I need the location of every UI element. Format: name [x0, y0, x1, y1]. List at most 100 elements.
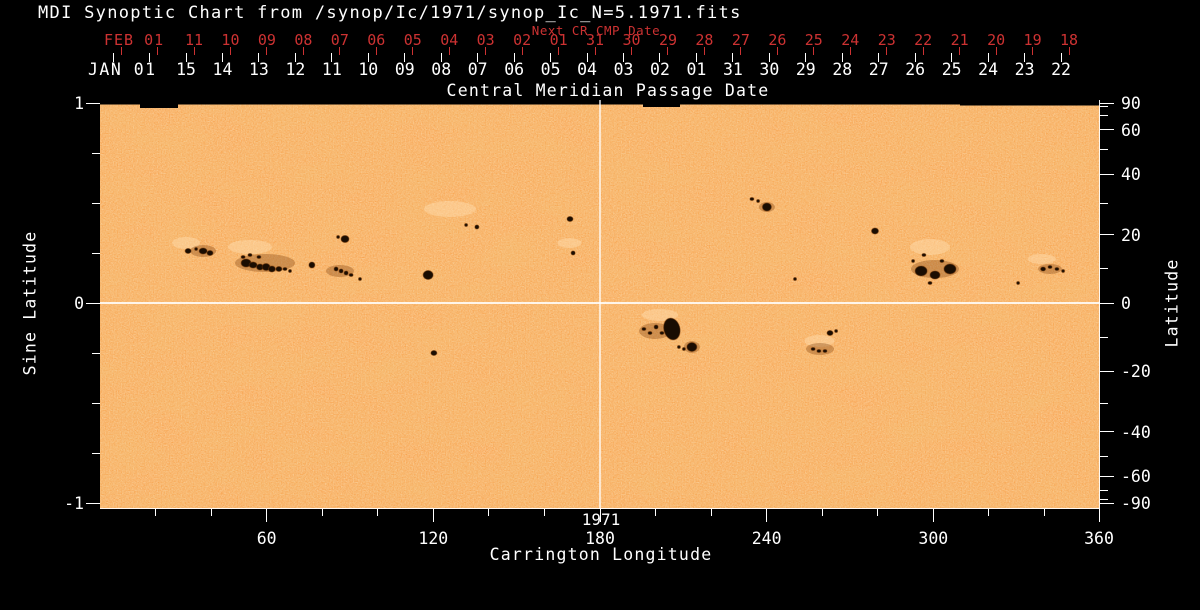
cmp-tick-red: [302, 47, 304, 55]
sunspot: [1054, 267, 1060, 271]
facula-bright-patch: [557, 238, 582, 248]
sunspot: [761, 202, 772, 212]
cmp-date-label: 09: [394, 60, 415, 79]
left-axis-tick: [92, 152, 100, 154]
cmp-tick-white: [987, 53, 989, 62]
sunspot: [793, 277, 797, 281]
cmp-date-next-cr: 08: [294, 31, 313, 49]
cmp-tick-red: [667, 47, 669, 55]
sunspot-penumbra: [639, 323, 671, 339]
left-axis-tick: [92, 452, 100, 454]
sunspot: [282, 267, 288, 271]
cmp-date-next-cr: 04: [440, 31, 459, 49]
jan-01-label: JAN 01: [88, 60, 157, 79]
sunspot: [641, 327, 647, 331]
cmp-tick-white: [586, 53, 588, 62]
cmp-date-next-cr: 10: [221, 31, 240, 49]
left-axis-tick: [86, 302, 100, 304]
cmp-date-next-cr: 30: [622, 31, 641, 49]
bottom-axis-minor-tick: [377, 509, 379, 516]
left-axis-tick: [86, 502, 100, 504]
cmp-tick-white: [331, 53, 333, 62]
cmp-tick-red: [412, 47, 414, 55]
cmp-date-label: 01: [686, 60, 707, 79]
cmp-date-next-cr: 25: [804, 31, 823, 49]
cmp-date-label: 15: [176, 60, 196, 79]
right-axis-minor-tick: [1100, 402, 1108, 404]
sunspot: [810, 347, 816, 351]
cmp-tick-red: [776, 47, 778, 55]
cmp-date-next-cr: 27: [731, 31, 750, 49]
bottom-axis-tick-label: 360: [1084, 529, 1114, 548]
axis-frame: [100, 100, 1100, 509]
right-axis-minor-tick: [1100, 114, 1108, 116]
cmp-tick-white: [805, 53, 807, 62]
sunspot: [343, 270, 349, 276]
solar-synoptic-map: [100, 100, 1100, 509]
right-axis-tick-label: 60: [1121, 120, 1141, 140]
right-axis-minor-tick: [1100, 337, 1108, 339]
right-axis-minor-tick: [1100, 455, 1108, 457]
bottom-axis-major-tick: [599, 509, 601, 522]
right-axis-tick-label: 40: [1121, 165, 1141, 185]
cmp-tick-white: [695, 53, 697, 62]
cmp-tick-white: [440, 53, 442, 62]
cmp-date-label: 31: [722, 60, 743, 79]
cmp-date-label: 03: [613, 60, 634, 79]
page-title: MDI Synoptic Chart from /synop/Ic/1971/s…: [38, 3, 742, 23]
bottom-axis-minor-tick: [710, 509, 712, 516]
bottom-axis-minor-tick: [821, 509, 823, 516]
cmp-date-next-cr: 21: [950, 31, 969, 49]
cmp-date-next-cr: 03: [476, 31, 495, 49]
cmp-date-next-cr: 09: [257, 31, 276, 49]
cmp-tick-red: [448, 47, 450, 55]
synoptic-map-image: [100, 100, 1100, 509]
cmp-tick-red: [339, 47, 341, 55]
cmp-tick-red: [1032, 47, 1034, 55]
bottom-axis-major-tick: [932, 509, 934, 522]
cmp-tick-white: [623, 53, 625, 62]
cmp-tick-white: [367, 53, 369, 62]
right-axis-minor-tick: [1100, 267, 1108, 269]
cmp-date-label: 29: [795, 60, 816, 79]
cmp-tick-white: [1024, 53, 1026, 62]
sunspot: [308, 261, 316, 269]
data-gap-band: [140, 100, 178, 108]
cmp-date-next-cr: 06: [367, 31, 386, 49]
cmp-date-label: 12: [285, 60, 306, 79]
sunspot: [184, 248, 192, 254]
cmp-date-next-cr: 18: [1060, 31, 1079, 49]
sunspot: [822, 349, 828, 353]
left-axis-tick: [92, 402, 100, 404]
right-axis-tick-label: -60: [1121, 467, 1151, 487]
cmp-tick-red: [959, 47, 961, 55]
bottom-axis-tick-label: 180: [585, 529, 615, 548]
right-axis-minor-tick: [1100, 499, 1108, 501]
sunspot: [749, 197, 755, 201]
cmp-date-next-cr: 29: [658, 31, 677, 49]
year-label: 1971: [581, 510, 621, 529]
sunspot: [686, 342, 698, 352]
cmp-date-label: 22: [1051, 60, 1071, 79]
cmp-tick-white: [659, 53, 661, 62]
cmp-date-label: 27: [868, 60, 889, 79]
crosshair-horizontal-line: [100, 302, 1100, 304]
cmp-date-label: 06: [504, 60, 525, 79]
facula-bright-patch: [1027, 254, 1056, 264]
right-axis-tick-label: -20: [1121, 362, 1151, 382]
left-axis-tick: [92, 252, 100, 254]
sunspot: [911, 259, 916, 263]
sunspot: [921, 253, 927, 257]
sunspot: [348, 273, 354, 277]
sunspot: [333, 266, 339, 272]
sunspot: [240, 255, 246, 259]
bottom-axis-minor-tick: [210, 509, 212, 516]
right-axis-tick-label: -90: [1121, 494, 1151, 513]
sunspot: [570, 250, 576, 256]
cmp-date-next-cr: 20: [987, 31, 1006, 49]
right-axis-tick-label: 90: [1121, 94, 1141, 113]
bottom-axis-major-tick: [766, 509, 768, 522]
sunspot: [464, 223, 469, 227]
bottom-axis-minor-tick: [988, 509, 990, 516]
